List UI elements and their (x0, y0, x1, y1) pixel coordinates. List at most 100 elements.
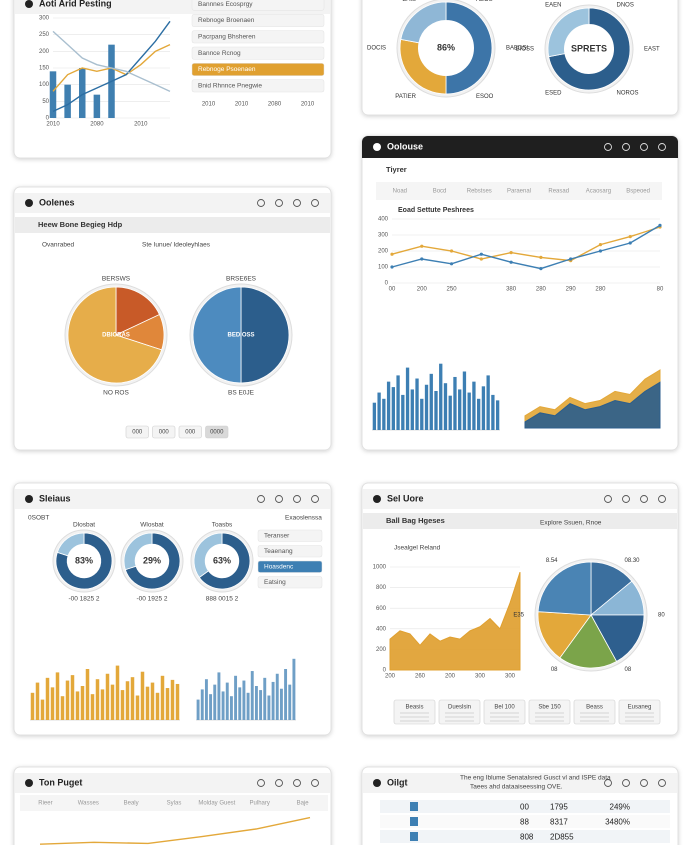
point (390, 265, 394, 269)
header-button[interactable] (658, 779, 666, 787)
header-button[interactable] (257, 779, 265, 787)
header-button[interactable] (293, 779, 301, 787)
button[interactable] (125, 425, 149, 439)
header-button[interactable] (640, 779, 648, 787)
caption: BRSE6ES (226, 276, 257, 283)
bar (263, 677, 267, 720)
card-subtitle: Tiyrer (386, 165, 407, 174)
bar (79, 68, 86, 118)
header-button[interactable] (311, 495, 319, 503)
bar (225, 682, 229, 720)
bar (410, 389, 414, 430)
list-item: Teranser (264, 532, 290, 539)
bar (105, 673, 110, 720)
card-header (15, 773, 330, 793)
center-label: 83% (75, 555, 93, 565)
tab-bar (20, 795, 328, 811)
point (479, 252, 483, 256)
center-label: 63% (213, 555, 231, 565)
list-row (191, 63, 325, 76)
bar (382, 398, 386, 430)
donut-hole (418, 20, 474, 76)
bar (65, 680, 70, 720)
bar (271, 681, 275, 720)
list-row (191, 46, 325, 60)
x-tick-label: 2010 (134, 122, 148, 128)
header-button[interactable] (604, 495, 612, 503)
button[interactable] (205, 425, 229, 439)
button[interactable] (178, 425, 202, 439)
tile (438, 699, 481, 725)
header-button[interactable] (640, 495, 648, 503)
header-button[interactable] (604, 143, 612, 151)
y-tick-label: 300 (378, 233, 389, 239)
list-item: Bnid Rhnnce Pnegwie (198, 83, 262, 90)
line-series (39, 816, 311, 845)
caption: Dlosbat (73, 522, 95, 529)
header-button[interactable] (275, 495, 283, 503)
y-tick-label: 600 (376, 606, 387, 612)
header-button[interactable] (293, 199, 301, 207)
list-item: Rebnoge Broenaen (198, 17, 255, 24)
tab: Bel 100 (494, 705, 515, 711)
tab: Beasis (405, 705, 423, 711)
bar (204, 679, 208, 720)
bar (130, 677, 135, 720)
card-title: Oolenes (39, 197, 75, 207)
tab-bar (376, 182, 662, 200)
bar (284, 669, 288, 720)
header-button[interactable] (622, 143, 630, 151)
header-button[interactable] (257, 199, 265, 207)
table-row (380, 800, 670, 813)
header-button[interactable] (293, 495, 301, 503)
header-button[interactable] (658, 143, 666, 151)
header-button[interactable] (311, 779, 319, 787)
bar (175, 683, 180, 720)
header-button[interactable] (640, 143, 648, 151)
header-button[interactable] (275, 779, 283, 787)
header-button[interactable] (622, 779, 630, 787)
header-button[interactable] (622, 495, 630, 503)
point (598, 249, 603, 253)
bar (165, 688, 170, 720)
point (658, 223, 662, 227)
list-row (191, 79, 325, 93)
caption: -00 1925 2 (136, 596, 167, 603)
donut-hole (205, 544, 239, 578)
card-icon (25, 199, 33, 207)
list-item: Bannce Rcnog (198, 50, 241, 57)
header-button[interactable] (604, 779, 612, 787)
header-button[interactable] (658, 495, 666, 503)
donut-hole (564, 24, 614, 74)
center-label: DBIORAS (102, 333, 130, 339)
card-icon (373, 779, 381, 787)
list-row (191, 0, 325, 11)
slice (559, 614, 618, 669)
bar (372, 402, 377, 430)
list-row (191, 30, 325, 44)
point (449, 249, 454, 253)
header-button[interactable] (257, 495, 265, 503)
caption: BERSWS (102, 276, 131, 283)
bar (93, 94, 101, 118)
card-subtitle: Heew Bone Begieg Hdp (38, 220, 123, 229)
card-header (15, 489, 330, 509)
y-tick-label: 50 (42, 99, 49, 105)
bar (491, 394, 495, 430)
y-tick-label: 0 (383, 668, 387, 674)
chart-title: Eoad Settute Peshrees (398, 207, 474, 214)
header-button[interactable] (311, 199, 319, 207)
header-button[interactable] (275, 199, 283, 207)
table-cell: 808 (520, 833, 534, 842)
bar (40, 699, 45, 720)
bar (145, 686, 150, 720)
slice-label: EAST (644, 47, 660, 53)
area-series (524, 381, 661, 429)
center-label: BEDIOSS (227, 333, 254, 339)
button[interactable] (152, 425, 176, 439)
point (420, 244, 424, 248)
bar (292, 658, 296, 720)
bar (135, 695, 140, 720)
bar (155, 692, 160, 720)
